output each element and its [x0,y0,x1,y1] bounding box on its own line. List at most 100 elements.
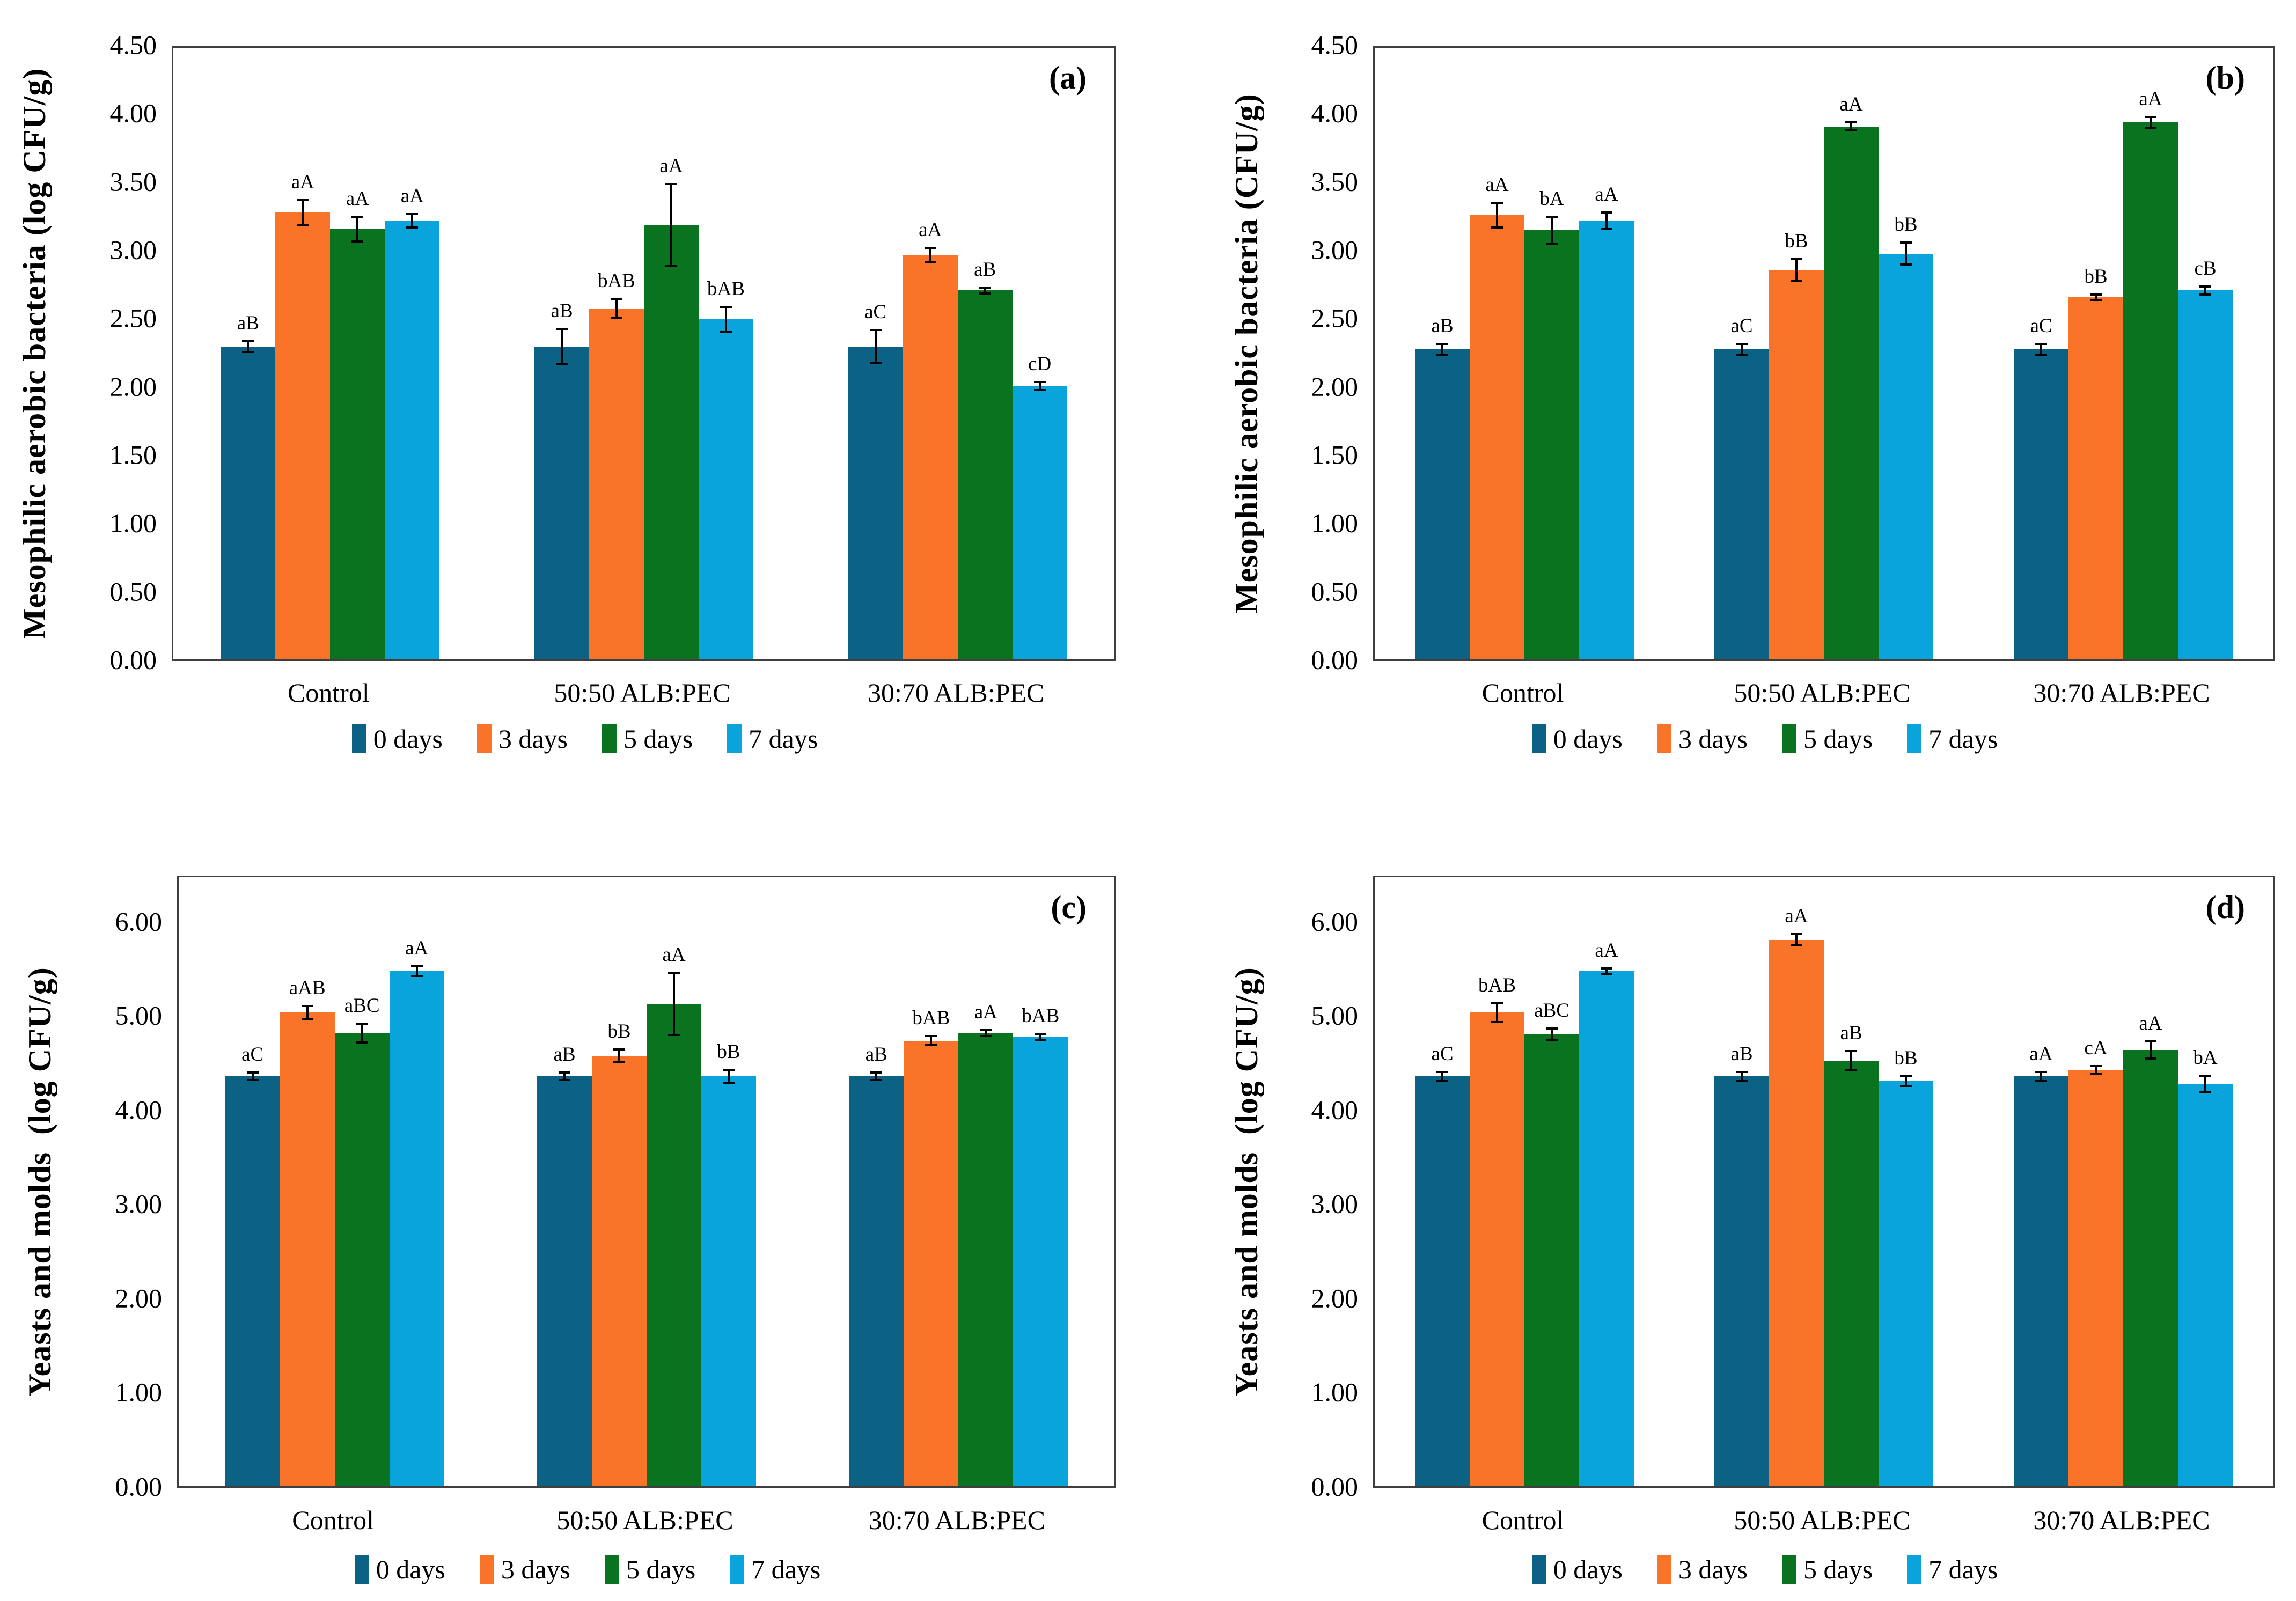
error-bar [2095,295,2097,300]
y-tick-label: 0.50 [1311,576,1359,607]
significance-label: aA [659,155,683,177]
significance-label: bAB [1022,1005,1060,1027]
bar-5-days-cat3 [2123,122,2178,659]
plot-area: (c) aC aAB aBC aA aB bB aA bB aB bAB aA bAB [177,876,1116,1488]
y-tick-label: 2.50 [109,303,157,334]
error-bar-cap [924,260,936,263]
significance-label: bB [2084,266,2108,288]
error-bar [929,248,931,262]
legend-label: 0 days [1553,1554,1623,1584]
error-bar-cap [869,362,882,364]
significance-label: aC [1431,1042,1454,1065]
x-category-label: 50:50 ALB:PEC [1734,678,1911,708]
y-tick-label: 0.50 [109,576,157,607]
legend-label: 7 days [751,1554,821,1584]
error-bar-cap [1491,1020,1503,1023]
error-bar-cap [1491,1002,1503,1004]
legend-label: 3 days [501,1554,570,1584]
plot-area: (d) aC bAB aBC aA aB aA aB bB aA cA aA bA [1373,876,2275,1488]
legend: 0 days 3 days 5 days 7 days [54,723,1116,754]
legend-swatch-icon [1782,1555,1796,1584]
error-bar [1496,203,1498,228]
significance-label: aB [974,259,996,281]
panel-letter: (b) [2205,60,2245,96]
error-bar [1741,343,1743,355]
y-tick-label: 1.00 [1311,508,1359,539]
error-bar [415,966,418,976]
error-bar-cap [242,351,254,353]
error-bar-cap [1845,121,1857,124]
error-bar-cap [925,1044,937,1047]
error-bar-cap [2035,342,2047,345]
significance-label: bAB [598,269,635,292]
bar-7-days-cat3 [2178,290,2233,659]
bar-0-days-cat2 [1714,349,1769,659]
error-bar-cap [1845,1069,1857,1071]
legend-item-3-days: 3 days [476,723,568,754]
bar-7-days-cat2 [701,1076,756,1486]
legend-item-5-days: 5 days [1782,1554,1873,1585]
error-bar-cap [1791,944,1802,947]
bar-0-days-cat3 [848,346,903,659]
error-bar-cap [246,1071,259,1074]
bar-5-days-cat2 [1824,126,1879,659]
bar-0-days-cat2 [537,1076,592,1486]
bar-3-days-cat3 [2068,1070,2123,1486]
legend-label: 5 days [1803,724,1873,754]
error-bar-cap [297,224,309,226]
y-tick-label: 5.00 [115,1000,163,1031]
error-bar-cap [1436,342,1448,345]
error-bar-cap [356,1041,368,1044]
bar-7-days-cat3 [2178,1084,2233,1486]
bar-7-days-cat1 [1579,221,1634,659]
significance-label: bB [1894,1047,1918,1070]
error-bar-cap [668,972,680,974]
error-bar-cap [2090,1073,2102,1075]
error-bar [1551,216,1553,244]
bar-7-days-cat3 [1012,386,1067,659]
legend-label: 0 days [1553,724,1623,754]
y-tick-label: 4.50 [1311,30,1359,60]
legend-item-3-days: 3 days [1656,723,1748,754]
significance-label: aA [1785,905,1808,928]
error-bar-cap [980,1034,992,1037]
bar-0-days-cat3 [2014,1076,2068,1486]
bar-7-days-cat2 [1879,253,1933,659]
error-bar-cap [351,215,364,218]
bar-5-days-cat1 [1524,1034,1579,1486]
significance-label: bA [2193,1046,2218,1069]
error-bar [1441,1071,1443,1082]
error-bar-cap [1845,129,1857,132]
error-bar-cap [1736,1080,1748,1083]
significance-label: aA [1595,939,1618,961]
bar-3-days-cat2 [1769,270,1824,659]
error-bar [2095,1066,2097,1074]
bar-7-days-cat1 [385,221,440,659]
y-tick-label: 0.00 [115,1471,163,1502]
error-bar-cap [2035,1080,2047,1083]
bar-3-days-cat3 [903,255,958,659]
error-bar [725,306,727,332]
error-bar-cap [723,1069,735,1071]
y-tick-label: 2.00 [1311,1283,1359,1313]
error-bar-cap [2145,115,2156,118]
significance-label: aA [2029,1042,2053,1065]
plot-area: (a) aB aA aA aA aB bAB aA bAB aC aA aB cD [172,46,1116,661]
y-tick-label: 4.00 [1311,1095,1359,1125]
bar-5-days-cat1 [1524,230,1579,659]
legend-item-3-days: 3 days [1656,1554,1748,1585]
legend-label: 3 days [1678,724,1748,754]
error-bar [302,200,304,225]
error-bar [1795,259,1798,281]
error-bar-cap [1736,342,1748,345]
bar-5-days-cat1 [330,229,385,659]
panel-c: Yeasts and molds (log CFU/g) (c) aC aAB aB… [0,801,1148,1601]
legend-swatch-icon [605,1555,619,1584]
error-bar [1039,1034,1042,1040]
significance-label: bAB [1478,974,1516,996]
legend-label: 3 days [498,724,568,754]
significance-label: aA [1485,174,1509,196]
panel-letter: (d) [2205,890,2245,925]
error-bar [1905,243,1907,265]
legend-swatch-icon [1531,724,1546,753]
